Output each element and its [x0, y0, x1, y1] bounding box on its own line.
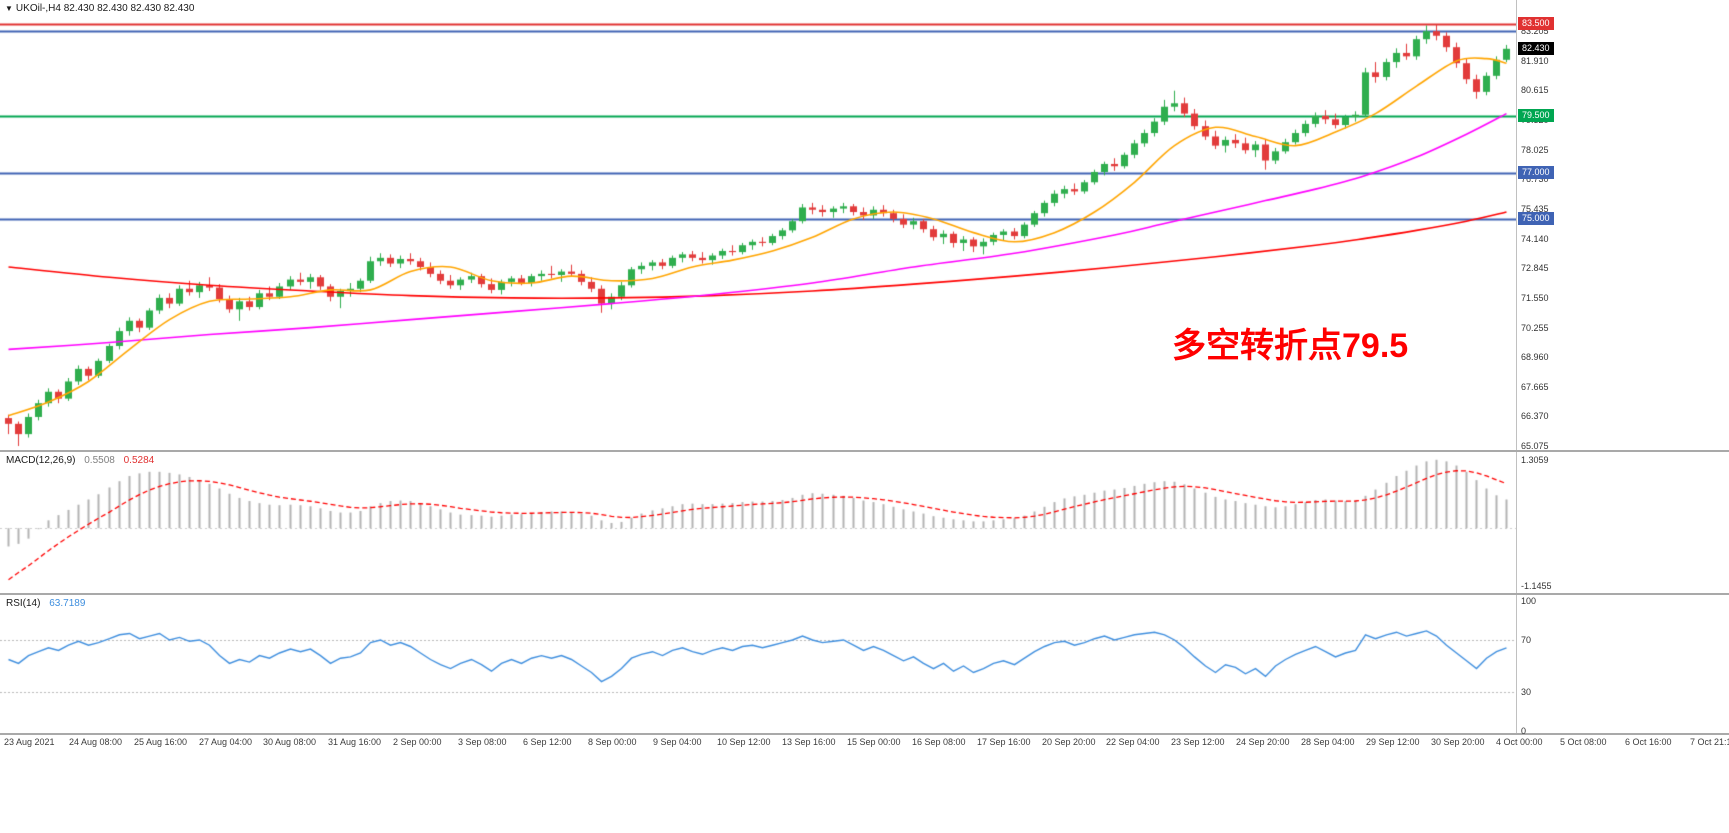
ohlc-values: 82.430 82.430 82.430 82.430: [63, 3, 195, 14]
symbol-period-label: UKOil-,H4: [15, 3, 61, 14]
time-tick-label: 4 Oct 00:00: [1496, 737, 1543, 747]
price-tick-label: 75.435: [1521, 204, 1549, 214]
panel-separator[interactable]: [0, 450, 1729, 452]
scale-divider: [1516, 0, 1517, 733]
macd-scale-top: 1.3059: [1521, 455, 1549, 465]
time-tick-label: 6 Oct 16:00: [1625, 737, 1672, 747]
price-tick-label: 65.075: [1521, 441, 1549, 451]
time-tick-label: 24 Aug 08:00: [69, 737, 123, 747]
rsi-name: RSI(14): [6, 598, 41, 609]
time-tick-label: 17 Sep 16:00: [977, 737, 1031, 747]
price-tick-label: 74.140: [1521, 234, 1549, 244]
rsi-tick-label: 0: [1521, 726, 1527, 736]
time-tick-label: 6 Sep 12:00: [523, 737, 572, 747]
time-tick-label: 29 Sep 12:00: [1366, 737, 1420, 747]
time-tick-label: 30 Aug 08:00: [263, 737, 317, 747]
time-tick-label: 5 Oct 08:00: [1560, 737, 1607, 747]
time-tick-label: 10 Sep 12:00: [717, 737, 771, 747]
rsi-value: 63.7189: [49, 598, 86, 609]
time-tick-label: 16 Sep 08:00: [912, 737, 966, 747]
macd-name: MACD(12,26,9): [6, 455, 76, 466]
macd-value: 0.5508: [84, 455, 115, 466]
time-tick-label: 9 Sep 04:00: [653, 737, 702, 747]
macd-scale-bottom: -1.1455: [1521, 581, 1552, 591]
panel-separator[interactable]: [0, 593, 1729, 595]
time-tick-label: 23 Sep 12:00: [1171, 737, 1225, 747]
level-price-box: 77.000: [1518, 166, 1554, 179]
time-tick-label: 22 Sep 04:00: [1106, 737, 1160, 747]
time-tick-label: 27 Aug 04:00: [199, 737, 253, 747]
time-tick-label: 3 Sep 08:00: [458, 737, 507, 747]
level-price-box: 83.500: [1518, 17, 1554, 30]
time-tick-label: 15 Sep 00:00: [847, 737, 901, 747]
rsi-tick-label: 70: [1521, 635, 1532, 645]
price-tick-label: 80.615: [1521, 85, 1549, 95]
price-tick-label: 78.025: [1521, 145, 1549, 155]
price-tick-label: 70.255: [1521, 323, 1549, 333]
level-price-box: 79.500: [1518, 109, 1554, 122]
time-tick-label: 28 Sep 04:00: [1301, 737, 1355, 747]
main-chart-canvas[interactable]: [0, 0, 1516, 451]
price-scale[interactable]: 83.20581.91080.61579.32078.02576.73075.4…: [1516, 0, 1729, 733]
macd-canvas[interactable]: [0, 452, 1516, 593]
macd-label: MACD(12,26,9) 0.5508 0.5284: [6, 455, 154, 466]
pivot-annotation: 多空转折点79.5: [1172, 327, 1409, 365]
time-tick-label: 31 Aug 16:00: [328, 737, 382, 747]
price-tick-label: 81.910: [1521, 56, 1549, 66]
rsi-tick-label: 100: [1521, 596, 1537, 606]
price-tick-label: 66.370: [1521, 411, 1549, 421]
time-tick-label: 30 Sep 20:00: [1431, 737, 1485, 747]
price-tick-label: 67.665: [1521, 382, 1549, 392]
time-tick-label: 7 Oct 21:15: [1690, 737, 1729, 747]
level-price-box: 75.000: [1518, 212, 1554, 225]
price-tick-label: 76.730: [1521, 174, 1549, 184]
rsi-canvas[interactable]: [0, 595, 1516, 733]
macd-signal-value: 0.5284: [123, 455, 155, 466]
panel-separator[interactable]: [0, 733, 1729, 735]
rsi-label: RSI(14) 63.7189: [6, 598, 85, 609]
price-tick-label: 72.845: [1521, 263, 1549, 273]
chart-title-bar: ▼ UKOil-,H4 82.430 82.430 82.430 82.430: [5, 3, 194, 14]
time-tick-label: 2 Sep 00:00: [393, 737, 442, 747]
time-tick-label: 25 Aug 16:00: [134, 737, 188, 747]
chart-dropdown-icon[interactable]: ▼: [5, 4, 13, 13]
price-tick-label: 83.205: [1521, 26, 1549, 36]
time-axis[interactable]: 23 Aug 2021 24 Aug 08:00 25 Aug 16:00 27 Au…: [0, 735, 1729, 755]
price-tick-label: 68.960: [1521, 352, 1549, 362]
time-tick-label: 13 Sep 16:00: [782, 737, 836, 747]
time-tick-label: 20 Sep 20:00: [1042, 737, 1096, 747]
time-tick-label: 8 Sep 00:00: [588, 737, 637, 747]
time-tick-label: 23 Aug 2021: [4, 737, 55, 747]
level-price-box: 82.430: [1518, 42, 1554, 55]
rsi-tick-label: 30: [1521, 687, 1532, 697]
price-tick-label: 71.550: [1521, 293, 1549, 303]
time-tick-label: 24 Sep 20:00: [1236, 737, 1290, 747]
